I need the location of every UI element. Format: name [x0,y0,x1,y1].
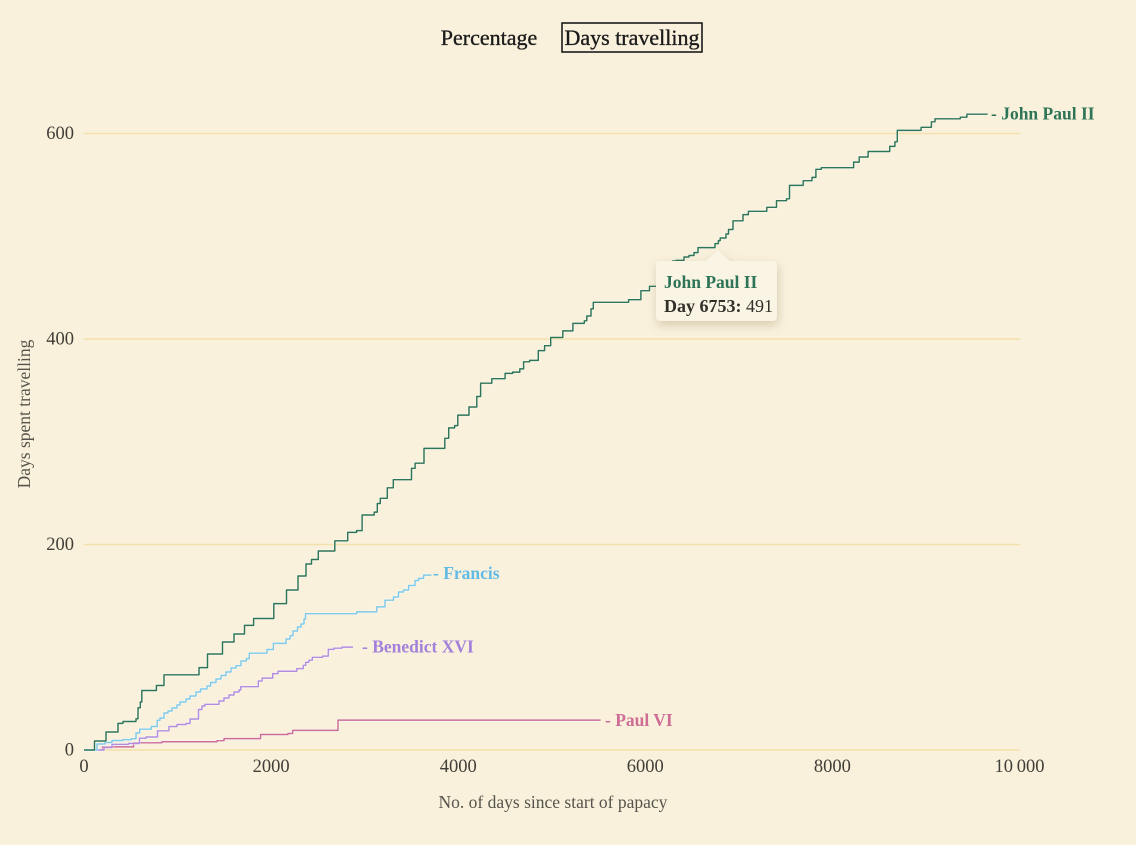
svg-text:2000: 2000 [253,757,290,777]
svg-text:- Benedict XVI: - Benedict XVI [362,637,474,657]
svg-text:John Paul II: John Paul II [664,272,758,292]
svg-text:200: 200 [46,535,74,555]
svg-text:600: 600 [46,124,74,144]
svg-text:- Paul VI: - Paul VI [605,710,673,730]
svg-text:- John Paul II: - John Paul II [991,104,1095,124]
svg-text:10 000: 10 000 [995,757,1045,777]
svg-text:Days spent travelling: Days spent travelling [14,339,34,488]
svg-text:Percentage: Percentage [441,25,538,50]
svg-text:Day 6753: 491: Day 6753: 491 [664,296,773,316]
svg-text:- Francis: - Francis [433,563,500,583]
svg-text:No. of days since start of pap: No. of days since start of papacy [439,792,668,812]
svg-text:0: 0 [65,741,74,761]
svg-text:0: 0 [79,757,88,777]
svg-text:Days travelling: Days travelling [564,25,699,50]
svg-text:8000: 8000 [814,757,851,777]
svg-text:6000: 6000 [627,757,664,777]
svg-text:4000: 4000 [440,757,477,777]
svg-text:400: 400 [46,330,74,350]
